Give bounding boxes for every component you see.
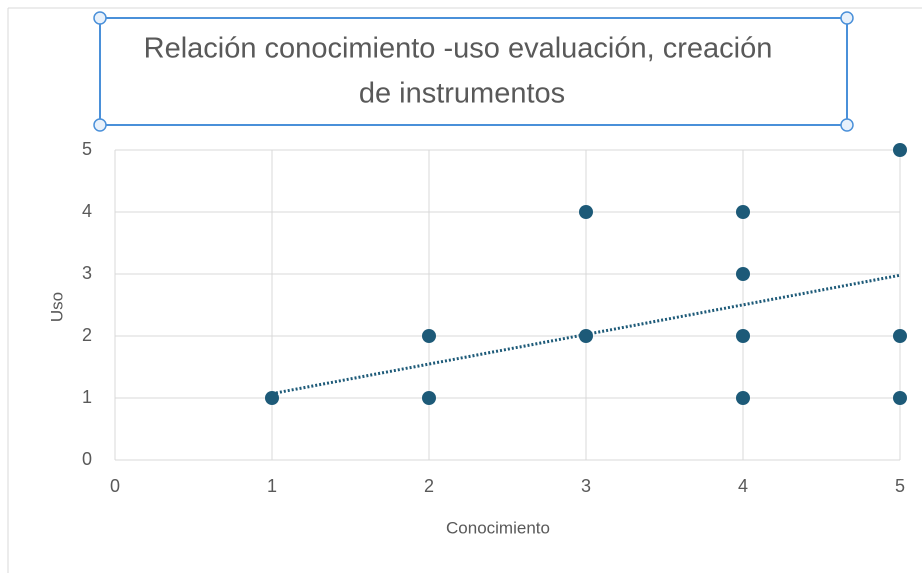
handle[interactable] bbox=[93, 11, 107, 25]
y-tick-label: 1 bbox=[82, 387, 92, 407]
point bbox=[736, 205, 750, 219]
handle[interactable] bbox=[840, 11, 854, 25]
y-tick-label: 0 bbox=[82, 449, 92, 469]
point bbox=[736, 329, 750, 343]
y-tick-label: 3 bbox=[82, 263, 92, 283]
handle[interactable] bbox=[93, 118, 107, 132]
point bbox=[422, 329, 436, 343]
point bbox=[893, 329, 907, 343]
handle[interactable] bbox=[840, 118, 854, 132]
x-tick-label: 4 bbox=[738, 476, 748, 496]
point bbox=[265, 391, 279, 405]
point bbox=[893, 391, 907, 405]
point bbox=[736, 391, 750, 405]
chart-title: de instrumentos bbox=[359, 78, 565, 110]
x-tick-label: 2 bbox=[424, 476, 434, 496]
y-tick-label: 4 bbox=[82, 201, 92, 221]
y-tick-label: 2 bbox=[82, 325, 92, 345]
x-tick-label: 5 bbox=[895, 476, 905, 496]
point bbox=[736, 267, 750, 281]
point bbox=[422, 391, 436, 405]
trendline bbox=[271, 273, 901, 396]
title-selection[interactable] bbox=[99, 17, 848, 126]
x-tick-label: 3 bbox=[581, 476, 591, 496]
x-tick-label: 0 bbox=[110, 476, 120, 496]
y-tick-label: 5 bbox=[82, 139, 92, 159]
y-axis-label: Uso bbox=[47, 292, 66, 322]
x-tick-label: 1 bbox=[267, 476, 277, 496]
point bbox=[893, 143, 907, 157]
point bbox=[579, 329, 593, 343]
point bbox=[579, 205, 593, 219]
chart-title: Relación conocimiento -uso evaluación, c… bbox=[144, 33, 773, 65]
x-axis-label: Conocimiento bbox=[446, 518, 550, 537]
